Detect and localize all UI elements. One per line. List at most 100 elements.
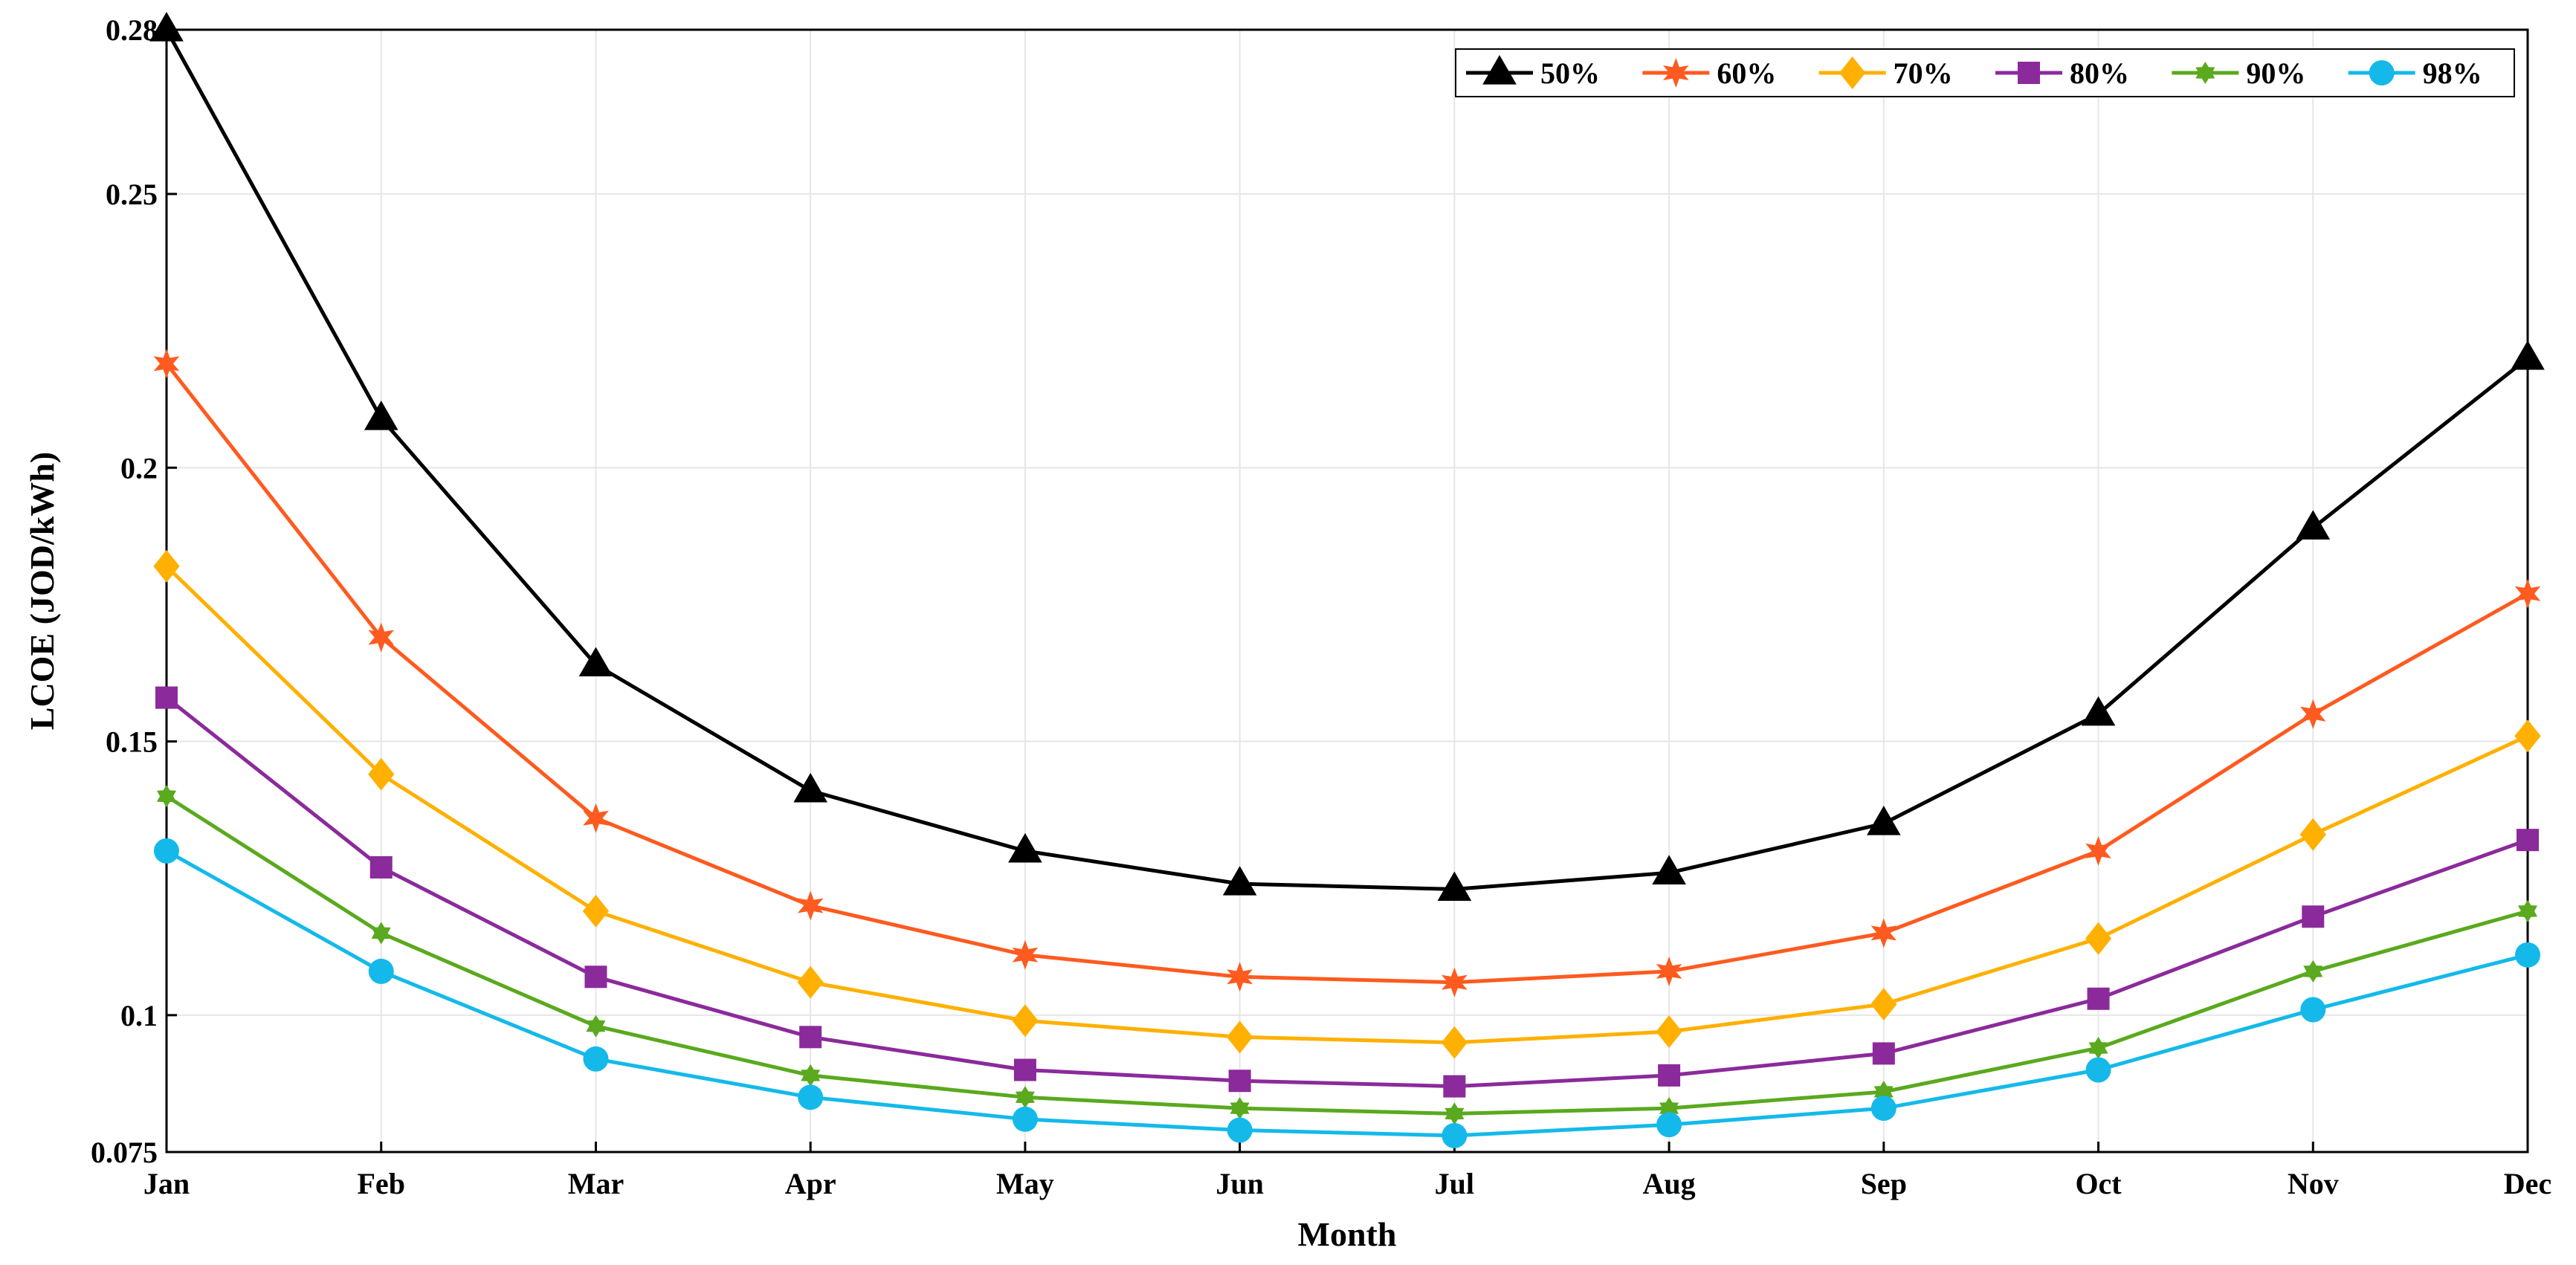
data-point xyxy=(1227,962,1253,992)
y-tick-label: 0.1 xyxy=(120,999,158,1032)
data-point xyxy=(583,1046,609,1072)
legend-box xyxy=(1455,48,2515,97)
data-point xyxy=(582,894,610,928)
legend-label: 70% xyxy=(1894,56,1953,90)
data-point xyxy=(584,965,607,989)
x-tick-label: Feb xyxy=(358,1167,405,1200)
series-line xyxy=(165,696,2528,1089)
data-point xyxy=(2299,818,2326,851)
data-point xyxy=(1228,1070,1251,1093)
legend-entry: 98% xyxy=(2348,56,2482,90)
data-point xyxy=(586,1015,606,1038)
data-point xyxy=(153,349,180,379)
data-point xyxy=(2515,942,2540,968)
data-point xyxy=(2088,1037,2108,1059)
series-70pct xyxy=(153,549,2541,1059)
data-point xyxy=(1013,1058,1036,1081)
x-tick-label: Oct xyxy=(2075,1167,2122,1200)
x-tick-label: May xyxy=(996,1167,1054,1200)
data-point xyxy=(1015,1086,1035,1109)
series-line xyxy=(165,362,2529,985)
legend-entry: 50% xyxy=(1466,55,1600,90)
x-tick-label: Dec xyxy=(2504,1167,2551,1200)
x-axis-ticks: Jan Feb Mar Apr May Jun Jul Aug Sep Oct Nov Dec xyxy=(143,1142,2551,1200)
data-point xyxy=(368,757,395,791)
data-point xyxy=(1012,1004,1039,1038)
data-point xyxy=(1872,1042,1895,1065)
legend-marker xyxy=(1839,56,1866,89)
legend-entry: 70% xyxy=(1818,56,1953,90)
series-line xyxy=(165,565,2529,1045)
data-point xyxy=(1012,939,1039,970)
y-tick-label: 0.25 xyxy=(106,178,158,211)
legend-label: 60% xyxy=(1717,56,1776,90)
data-point xyxy=(2081,696,2116,726)
legend-entry: 90% xyxy=(2172,56,2305,90)
data-point xyxy=(2300,699,2326,729)
x-tick-label: Mar xyxy=(568,1167,624,1200)
plot-area-frame xyxy=(165,28,2529,1154)
series-50pct xyxy=(149,12,2545,902)
data-point xyxy=(2518,899,2537,922)
legend-label: 98% xyxy=(2423,56,2482,90)
x-tick-label: Jan xyxy=(143,1167,190,1200)
data-point xyxy=(798,1084,824,1110)
data-point xyxy=(1656,956,1682,986)
y-tick-label: 0.075 xyxy=(91,1136,158,1169)
data-point xyxy=(2296,510,2331,540)
series-80pct xyxy=(155,686,2539,1098)
legend-label: 80% xyxy=(2070,56,2129,90)
data-point xyxy=(2085,835,2111,866)
data-point xyxy=(1870,988,1897,1021)
data-point xyxy=(2511,340,2545,370)
data-point xyxy=(2302,905,2325,928)
data-point xyxy=(2085,1057,2111,1083)
x-tick-label: Jul xyxy=(1435,1167,1474,1200)
data-point xyxy=(368,622,394,653)
series-90pct xyxy=(157,785,2537,1125)
data-point xyxy=(1443,1075,1466,1098)
legend-label: 50% xyxy=(1540,56,1600,90)
y-axis-ticks: 0.075 0.1 0.15 0.2 0.25 0.28 xyxy=(91,13,177,1169)
data-point xyxy=(153,549,180,583)
legend-marker xyxy=(1482,55,1517,85)
legend-marker xyxy=(2195,62,2215,84)
x-tick-label: Jun xyxy=(1216,1167,1264,1200)
y-axis-title: LCOE (JOD/kWh) xyxy=(23,452,61,730)
legend-marker xyxy=(2369,60,2395,85)
data-point xyxy=(1652,855,1686,884)
data-point xyxy=(1870,1096,1897,1122)
data-point xyxy=(1658,1064,1681,1087)
data-point xyxy=(157,785,176,808)
data-point xyxy=(1870,918,1897,948)
legend-marker xyxy=(1663,58,1689,88)
data-point xyxy=(793,772,827,803)
data-point xyxy=(1008,832,1042,863)
x-tick-label: Nov xyxy=(2288,1167,2339,1200)
data-point xyxy=(1227,1020,1253,1054)
data-point xyxy=(2300,997,2326,1023)
series-98pct xyxy=(154,838,2540,1148)
data-point xyxy=(364,400,398,430)
x-axis-title: Month xyxy=(1298,1215,1397,1253)
data-point xyxy=(154,838,179,864)
data-point xyxy=(1656,1015,1682,1048)
data-point xyxy=(583,803,609,833)
grid-lines xyxy=(166,29,2528,1153)
x-tick-label: Aug xyxy=(1643,1167,1696,1200)
data-point xyxy=(1442,1122,1468,1148)
data-point xyxy=(1867,806,1901,835)
data-point xyxy=(799,1026,822,1049)
series-line xyxy=(164,28,2529,891)
data-point xyxy=(2085,922,2112,955)
data-point xyxy=(1444,1102,1465,1125)
series-layer xyxy=(149,12,2545,1148)
data-point xyxy=(1656,1112,1682,1138)
legend: 50% 60% 70% 80% 90% 98% xyxy=(1455,48,2515,97)
series-line xyxy=(165,795,2528,1116)
data-point xyxy=(797,890,824,921)
data-point xyxy=(2303,960,2323,983)
y-tick-label: 0.28 xyxy=(106,13,158,47)
data-point xyxy=(1012,1106,1038,1132)
data-point xyxy=(371,922,391,945)
